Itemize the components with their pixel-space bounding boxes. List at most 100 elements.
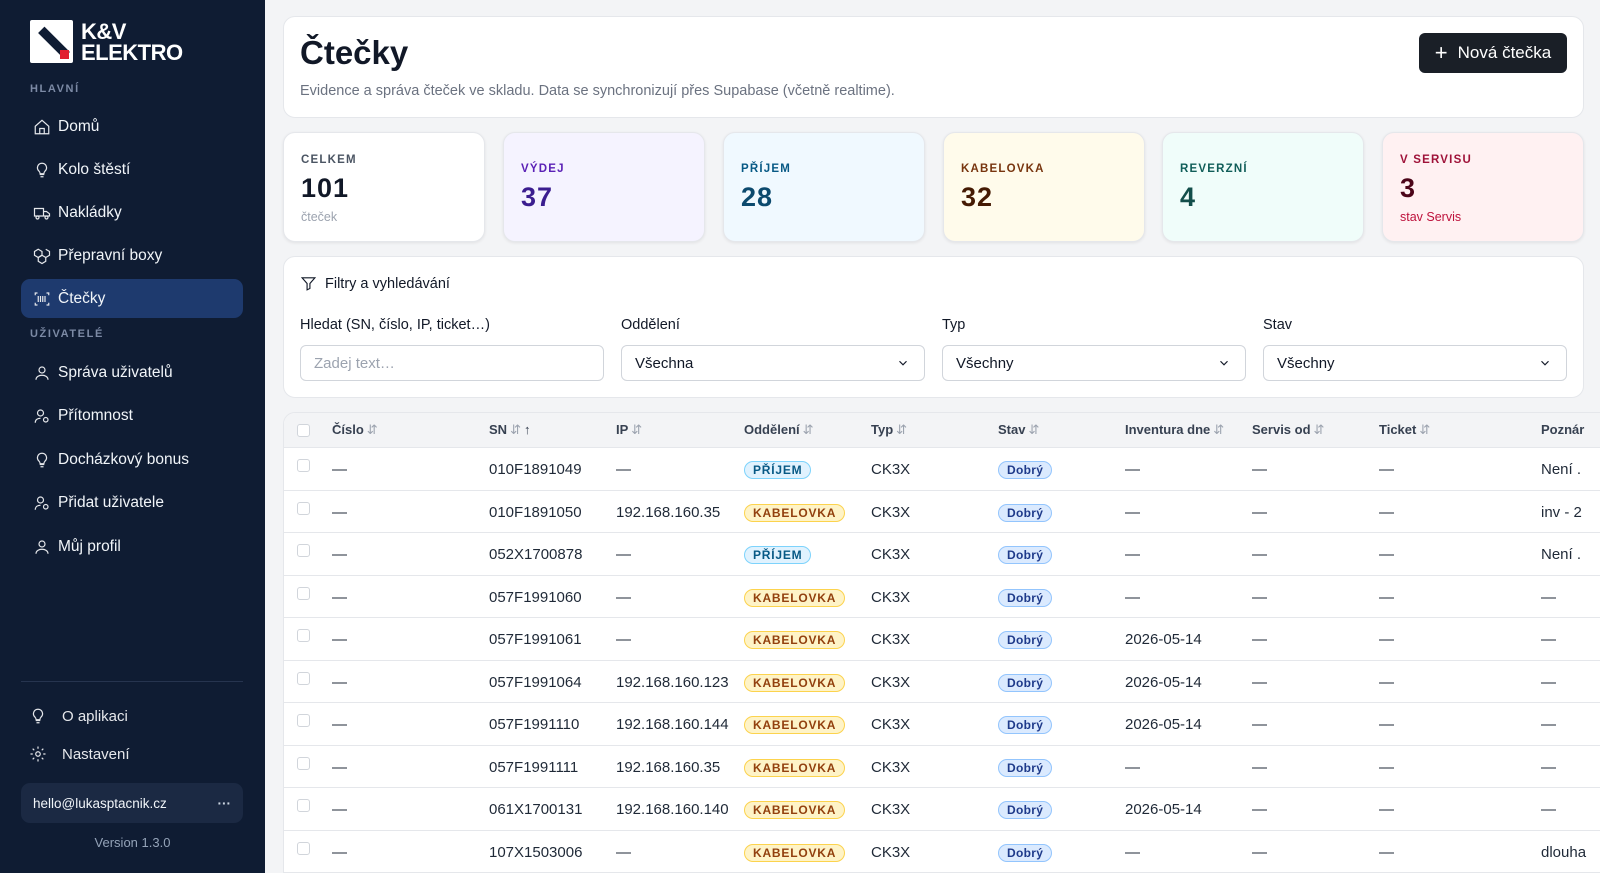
sidebar-item-prepravni-boxy[interactable]: Přepravní boxy [21, 236, 243, 275]
stat-label: V SERVISU [1400, 154, 1472, 166]
cell-ip: 192.168.160.35 [616, 758, 721, 776]
sidebar-item-muj-profil[interactable]: Můj profil [21, 527, 243, 566]
status-badge: Dobrý [998, 546, 1053, 564]
row-checkbox[interactable] [297, 544, 310, 557]
gear-icon [28, 744, 48, 764]
column-header-servis-od[interactable]: Servis od ⇵ [1252, 422, 1325, 437]
cell-cislo: — [332, 801, 347, 818]
column-header-stav[interactable]: Stav ⇵ [998, 422, 1040, 437]
department-badge: KABELOVKA [744, 503, 846, 522]
filter-icon [300, 277, 317, 291]
cell-ip: 192.168.160.123 [616, 673, 729, 691]
column-header-ticket[interactable]: Ticket ⇵ [1379, 422, 1431, 437]
sidebar-item-label: Přítomnost [58, 406, 133, 424]
brand-logo[interactable]: K&V ELEKTRO [30, 20, 183, 63]
cell-poznamka: inv - 2 [1541, 503, 1582, 521]
cell-sn: 061X1700131 [489, 801, 583, 818]
chevron-down-icon [896, 356, 910, 370]
cell-poznamka: — [1541, 758, 1556, 776]
app-version: Version 1.3.0 [94, 835, 171, 850]
cell-inventura: — [1125, 758, 1140, 776]
table-row[interactable]: — 057F1991060 — CK3X — — — — KABELOVKA Dobrý [284, 576, 1600, 618]
sidebar-item-sprava-uzivatelu[interactable]: Správa uživatelů [21, 353, 243, 392]
row-checkbox[interactable] [297, 714, 310, 727]
state-select[interactable]: Všechny [1263, 345, 1567, 381]
row-checkbox[interactable] [297, 671, 310, 685]
lightbulb-icon [28, 706, 48, 726]
new-reader-button[interactable]: + Nová čtečka [1419, 33, 1567, 73]
sidebar-item-pridat-uzivatele[interactable]: Přidat uživatele [21, 483, 243, 522]
about-label: O aplikaci [62, 707, 128, 725]
cell-ticket: — [1379, 503, 1394, 521]
row-checkbox[interactable] [297, 756, 310, 770]
column-header-cislo[interactable]: Číslo ⇵ [332, 422, 378, 437]
cell-cislo: — [332, 843, 347, 861]
sort-icon: ⇵ [802, 422, 814, 437]
cell-typ: CK3X [871, 546, 911, 563]
search-input[interactable]: Zadej text… [300, 345, 604, 381]
select-all-checkbox[interactable] [297, 424, 310, 437]
department-badge: PŘÍJEM [744, 546, 812, 564]
settings-link[interactable]: Nastavení [28, 744, 130, 764]
row-checkbox[interactable] [297, 459, 310, 472]
chevron-down-icon [1217, 356, 1231, 370]
column-header-typ[interactable]: Typ ⇵ [871, 422, 908, 437]
cell-inventura: — [1125, 588, 1140, 606]
table-row[interactable]: — 057F1991110 192.168.160.144 CK3X 2026-05-1… [284, 703, 1600, 746]
cell-cislo: — [332, 716, 347, 733]
about-link[interactable]: O aplikaci [28, 706, 128, 726]
department-select[interactable]: Všechna [621, 345, 925, 381]
sidebar-item-dochazkovy-bonus[interactable]: Docházkový bonus [21, 440, 243, 479]
user-card[interactable]: hello@lukasptacnik.cz ··· [21, 783, 243, 823]
user-cog-icon [32, 493, 52, 513]
cell-servis-od: — [1252, 631, 1267, 648]
cell-ticket: — [1379, 843, 1394, 861]
stat-value: 32 [961, 182, 994, 212]
table-row[interactable]: — 057F1991061 — CK3X 2026-05-14 — — — KABELOVKA D… [284, 618, 1600, 661]
status-badge: Dobrý [998, 631, 1053, 649]
cell-typ: CK3X [871, 631, 911, 648]
user-icon [32, 537, 52, 557]
cell-ip: — [616, 546, 631, 563]
type-select[interactable]: Všechny [942, 345, 1246, 381]
status-badge: Dobrý [998, 843, 1053, 862]
truck-icon [32, 203, 52, 223]
table-row[interactable]: — 057F1991064 192.168.160.123 CK3X 2026-05-1… [284, 661, 1600, 703]
cell-ticket: — [1379, 801, 1394, 818]
table-row[interactable]: — 107X1503006 — CK3X — — — dlouha KABELOVKA Dobrý [284, 831, 1600, 873]
column-header-sn[interactable]: SN ⇵ ↑ [489, 422, 531, 437]
row-checkbox[interactable] [297, 799, 310, 812]
boxes-icon [32, 246, 52, 266]
department-badge: KABELOVKA [744, 801, 846, 819]
row-checkbox[interactable] [297, 841, 310, 855]
column-header-ip[interactable]: IP ⇵ [616, 422, 643, 437]
sidebar-item-kolo-stesti[interactable]: Kolo štěstí [21, 150, 243, 189]
logo-mark-icon [30, 20, 73, 63]
cell-inventura: 2026-05-14 [1125, 673, 1202, 691]
column-header-poznamka[interactable]: Poznár [1541, 422, 1585, 437]
table-row[interactable]: — 061X1700131 192.168.160.140 CK3X 2026-05-1… [284, 788, 1600, 831]
table-row[interactable]: — 052X1700878 — CK3X — — — Není . PŘÍJEM Dobrý [284, 533, 1600, 576]
table-row[interactable]: — 057F1991111 192.168.160.35 CK3X — — — — KABELO… [284, 746, 1600, 788]
readers-table: Číslo ⇵ SN ⇵ ↑ IP ⇵ Oddělení ⇵ Typ ⇵ Stav ⇵ Inv… [283, 412, 1600, 873]
row-checkbox[interactable] [297, 501, 310, 515]
cell-typ: CK3X [871, 461, 911, 478]
table-row[interactable]: — 010F1891049 — CK3X — — — Není . PŘÍJEM Dobrý [284, 448, 1600, 491]
cell-servis-od: — [1252, 716, 1267, 733]
row-checkbox[interactable] [297, 586, 310, 600]
department-badge: KABELOVKA [744, 758, 846, 777]
stat-value: 37 [521, 182, 554, 212]
sort-asc-icon: ↑ [523, 422, 531, 437]
sort-icon: ⇵ [1028, 422, 1040, 437]
sidebar-item-home[interactable]: Domů [21, 107, 243, 146]
sort-icon: ⇵ [366, 422, 378, 437]
table-row[interactable]: — 010F1891050 192.168.160.35 CK3X — — — inv - 2… [284, 491, 1600, 533]
sidebar-item-ctecky[interactable]: Čtečky [21, 279, 243, 318]
row-checkbox[interactable] [297, 629, 310, 642]
more-icon[interactable]: ··· [217, 795, 232, 811]
column-header-oddeleni[interactable]: Oddělení ⇵ [744, 422, 814, 437]
sidebar-item-pritomnost[interactable]: Přítomnost [21, 396, 243, 435]
sidebar-item-nakladky[interactable]: Nakládky [21, 193, 243, 232]
column-header-inventura[interactable]: Inventura dne ⇵ [1125, 422, 1225, 437]
sidebar-item-label: Čtečky [58, 289, 106, 307]
